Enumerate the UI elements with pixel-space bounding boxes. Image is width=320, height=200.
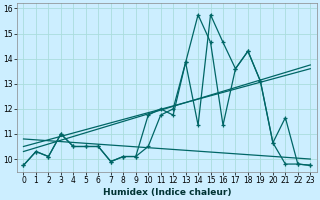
X-axis label: Humidex (Indice chaleur): Humidex (Indice chaleur) xyxy=(103,188,231,197)
